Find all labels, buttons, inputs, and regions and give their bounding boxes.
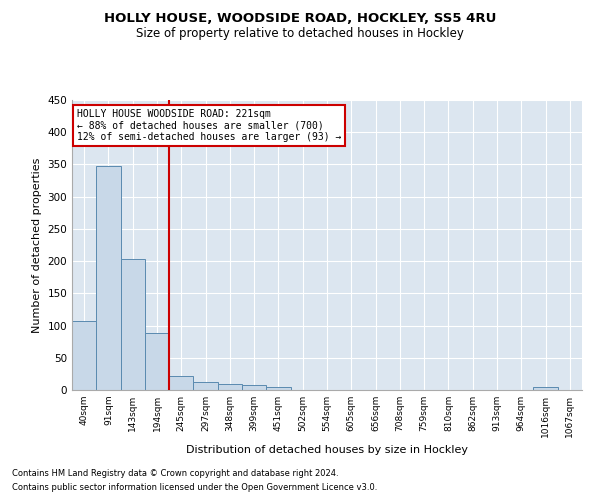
Text: HOLLY HOUSE WOODSIDE ROAD: 221sqm
← 88% of detached houses are smaller (700)
12%: HOLLY HOUSE WOODSIDE ROAD: 221sqm ← 88% … [77, 108, 341, 142]
Text: HOLLY HOUSE, WOODSIDE ROAD, HOCKLEY, SS5 4RU: HOLLY HOUSE, WOODSIDE ROAD, HOCKLEY, SS5… [104, 12, 496, 26]
Text: Size of property relative to detached houses in Hockley: Size of property relative to detached ho… [136, 28, 464, 40]
Bar [266, 387, 290, 390]
Bar [96, 166, 121, 390]
Bar [533, 387, 558, 390]
Bar [169, 376, 193, 390]
Bar [72, 321, 96, 390]
Bar [121, 259, 145, 390]
Text: Contains public sector information licensed under the Open Government Licence v3: Contains public sector information licen… [12, 484, 377, 492]
X-axis label: Distribution of detached houses by size in Hockley: Distribution of detached houses by size … [186, 446, 468, 456]
Bar [242, 385, 266, 390]
Bar [193, 382, 218, 390]
Y-axis label: Number of detached properties: Number of detached properties [32, 158, 42, 332]
Bar [145, 334, 169, 390]
Text: Contains HM Land Registry data © Crown copyright and database right 2024.: Contains HM Land Registry data © Crown c… [12, 468, 338, 477]
Bar [218, 384, 242, 390]
